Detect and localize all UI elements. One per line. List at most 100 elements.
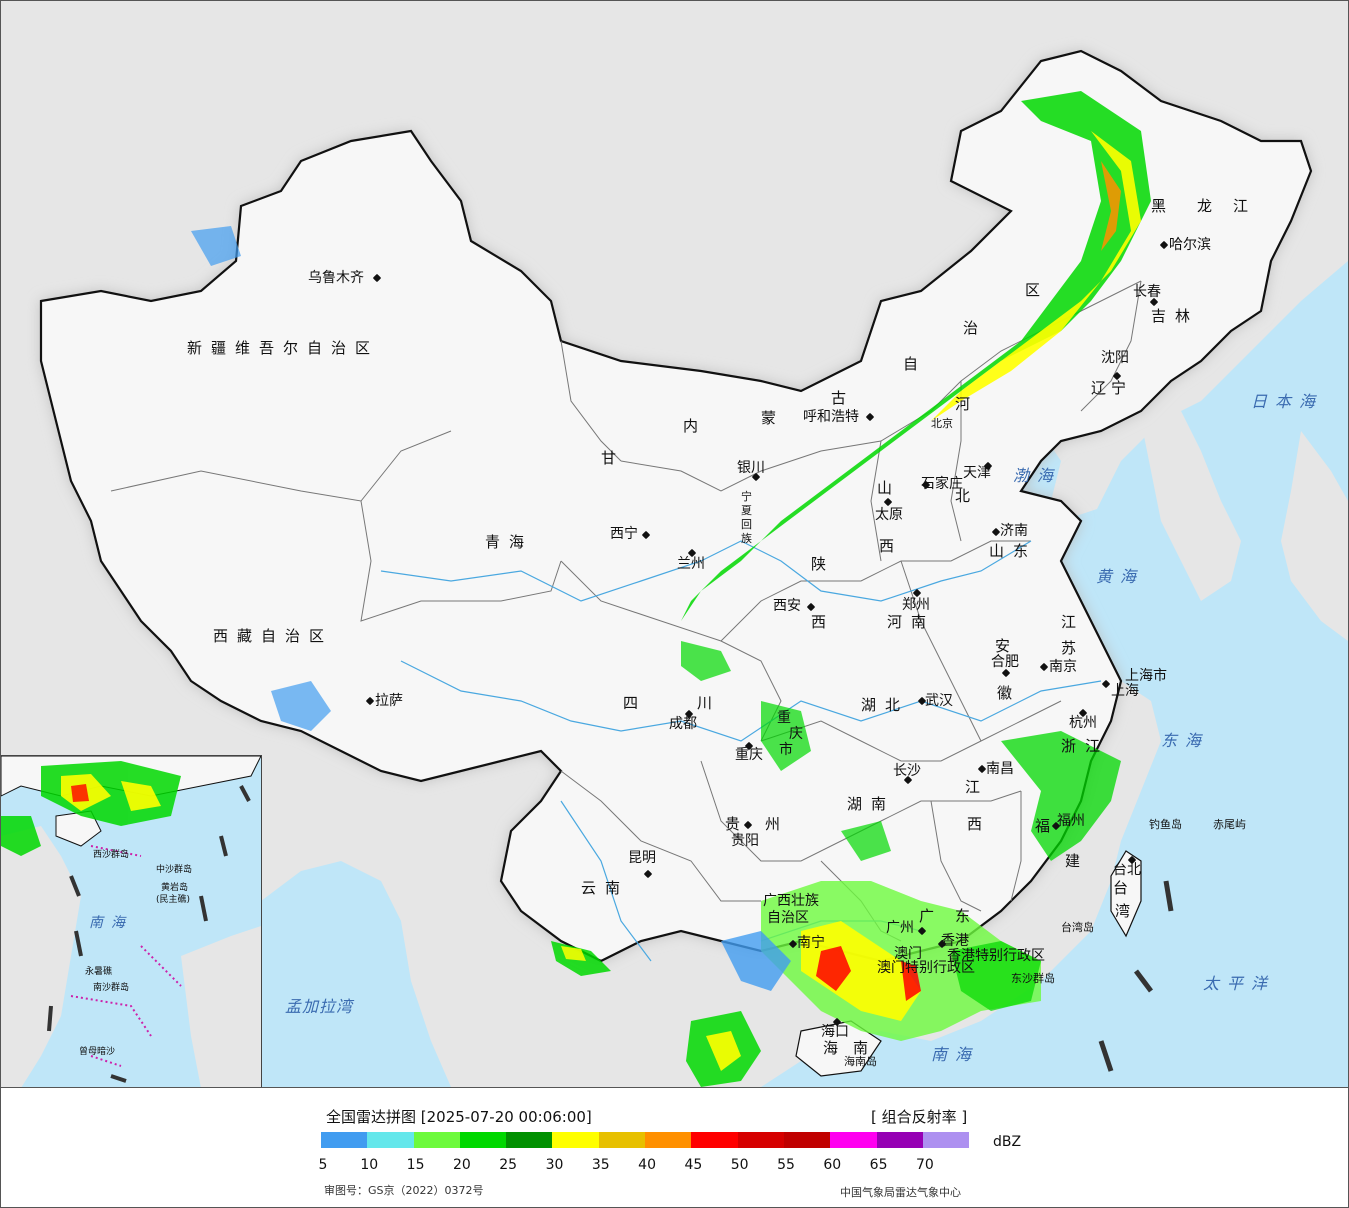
label-nmg-2: 蒙 bbox=[761, 409, 786, 427]
legend-swatch bbox=[922, 1132, 970, 1148]
legend-tick-label: 45 bbox=[684, 1157, 703, 1173]
label-guizhou-2: 州 bbox=[765, 815, 790, 833]
city-lasa: 拉萨 bbox=[375, 693, 403, 709]
legend-unit: dBZ bbox=[993, 1134, 1022, 1150]
legend-tick-label: 5 bbox=[318, 1157, 328, 1173]
label-shaanxi-1: 陕 bbox=[811, 555, 836, 573]
label-sichuan-1: 四 bbox=[623, 694, 648, 712]
city-guangzhou: 广州 bbox=[886, 920, 914, 936]
city-changsha: 长沙 bbox=[893, 763, 921, 779]
city-taibei: 台北 bbox=[1113, 862, 1141, 878]
label-hunan: 湖南 bbox=[847, 795, 896, 813]
label-guizhou-1: 贵 bbox=[725, 815, 750, 833]
legend-swatch bbox=[321, 1132, 368, 1148]
city-beijing: 北京 bbox=[931, 417, 953, 430]
island-diaoyu: 钓鱼岛 bbox=[1149, 818, 1182, 831]
city-fuzhou: 福州 bbox=[1057, 813, 1085, 829]
city-shenyang: 沈阳 bbox=[1101, 350, 1129, 366]
label-ningxia-1: 宁 bbox=[741, 490, 752, 503]
legend-swatch bbox=[783, 1132, 831, 1148]
japan bbox=[1281, 431, 1348, 641]
legend-swatch bbox=[830, 1132, 877, 1148]
label-hlj-2: 龙 bbox=[1197, 197, 1222, 215]
city-taiyuan: 太原 bbox=[875, 507, 903, 523]
label-ningxia-2: 夏 bbox=[741, 504, 752, 517]
label-gansu: 甘 bbox=[601, 449, 626, 467]
sea-south: 南海 bbox=[931, 1045, 980, 1064]
city-huhehaote: 呼和浩特 bbox=[803, 409, 859, 425]
label-cq-2: 庆 bbox=[789, 726, 803, 742]
map-canvas: 新疆维吾尔自治区 西藏自治区 青海 甘 四 川 云南 贵 州 广西壮族 自治区 … bbox=[1, 1, 1348, 1088]
city-xian: 西安 bbox=[773, 598, 801, 614]
label-jiangxi-2: 西 bbox=[967, 815, 992, 833]
label-hlj-3: 江 bbox=[1233, 197, 1258, 215]
nine-dash-line bbox=[1098, 880, 1174, 1072]
label-shanxi-2: 西 bbox=[879, 537, 904, 555]
legend-tick-label: 50 bbox=[730, 1157, 749, 1173]
label-taiwan-2: 湾 bbox=[1115, 902, 1140, 920]
legend-tick-label: 25 bbox=[499, 1157, 518, 1173]
label-guangdong-1: 广 bbox=[919, 907, 944, 925]
legend-tick-label: 15 bbox=[406, 1157, 425, 1173]
china-land bbox=[39, 49, 1313, 963]
label-cq-3: 市 bbox=[779, 742, 793, 758]
label-liaoning-2: 宁 bbox=[1111, 379, 1136, 397]
city-yinchuan: 银川 bbox=[737, 460, 765, 476]
label-nmg-4: 自 bbox=[903, 355, 928, 373]
label-sichuan-2: 川 bbox=[697, 694, 722, 712]
city-tianjin: 天津 bbox=[963, 465, 991, 481]
legend-title: 全国雷达拼图 [2025-07-20 00:06:00] bbox=[326, 1108, 592, 1126]
legend-tick-label: 20 bbox=[452, 1157, 471, 1173]
label-henan: 河南 bbox=[887, 613, 936, 631]
inset-nansha: 南沙群岛 bbox=[93, 983, 130, 993]
label-hebei-1: 北 bbox=[955, 487, 980, 505]
label-yunnan: 云南 bbox=[581, 879, 630, 897]
label-ningxia-3: 回 bbox=[741, 518, 752, 531]
label-guangdong-2: 东 bbox=[955, 907, 980, 925]
legend-swatch bbox=[598, 1132, 646, 1148]
legend-swatch bbox=[506, 1132, 553, 1148]
legend-tick-label: 60 bbox=[823, 1157, 842, 1173]
city-jinan: 济南 bbox=[1000, 523, 1028, 539]
city-chengdu: 成都 bbox=[669, 716, 697, 732]
city-xining: 西宁 bbox=[610, 526, 638, 542]
label-hlj-1: 黑 bbox=[1151, 197, 1176, 215]
inset-zhongsha: 中沙群岛 bbox=[156, 865, 193, 875]
korea bbox=[1141, 411, 1241, 601]
label-xinjiang: 新疆维吾尔自治区 bbox=[187, 339, 380, 357]
label-zhejiang: 浙江 bbox=[1061, 737, 1110, 755]
label-taiwan-1: 台 bbox=[1113, 879, 1138, 897]
label-shanxi-1: 山 bbox=[877, 479, 902, 497]
city-aomen: 澳门 bbox=[894, 946, 922, 962]
legend-approval: 审图号：GS京（2022）0372号 bbox=[324, 1184, 484, 1197]
label-hongkong: 香港特别行政区 bbox=[947, 948, 1045, 964]
legend-swatch bbox=[552, 1132, 599, 1148]
radar-echoes bbox=[191, 91, 1151, 1087]
sea-pacific: 太平洋 bbox=[1203, 974, 1276, 993]
city-wulumuqi: 乌鲁木齐 bbox=[308, 270, 364, 286]
city-wuhan: 武汉 bbox=[925, 693, 953, 709]
label-fujian-2: 建 bbox=[1065, 852, 1090, 870]
legend-tick-label: 70 bbox=[915, 1157, 934, 1173]
city-guiyang: 贵阳 bbox=[731, 833, 759, 849]
label-jilin: 吉林 bbox=[1151, 307, 1200, 325]
label-nmg-5: 治 bbox=[963, 319, 988, 337]
city-shijiazhuang: 石家庄 bbox=[921, 476, 963, 492]
taiwan-island bbox=[1110, 850, 1142, 938]
label-liaoning-1: 辽 bbox=[1091, 379, 1116, 397]
inset-yongshu: 永暑礁 bbox=[85, 967, 113, 977]
city-haikou: 海口 bbox=[821, 1024, 849, 1040]
island-hainan: 海南岛 bbox=[844, 1055, 877, 1068]
rivers bbox=[380, 540, 1102, 962]
label-qinghai: 青海 bbox=[485, 533, 534, 551]
label-fujian-1: 福 bbox=[1035, 817, 1060, 835]
island-chiwei: 赤尾屿 bbox=[1213, 818, 1246, 831]
inset-south-sea: 南海 bbox=[89, 915, 133, 931]
island-taiwan: 台湾岛 bbox=[1061, 921, 1094, 934]
legend-tick-label: 65 bbox=[869, 1157, 888, 1173]
city-zhengzhou: 郑州 bbox=[902, 597, 930, 613]
legend-tick-label: 30 bbox=[545, 1157, 564, 1173]
label-jiangsu-1: 江 bbox=[1061, 613, 1086, 631]
city-shanghai: 上海 bbox=[1111, 683, 1139, 699]
